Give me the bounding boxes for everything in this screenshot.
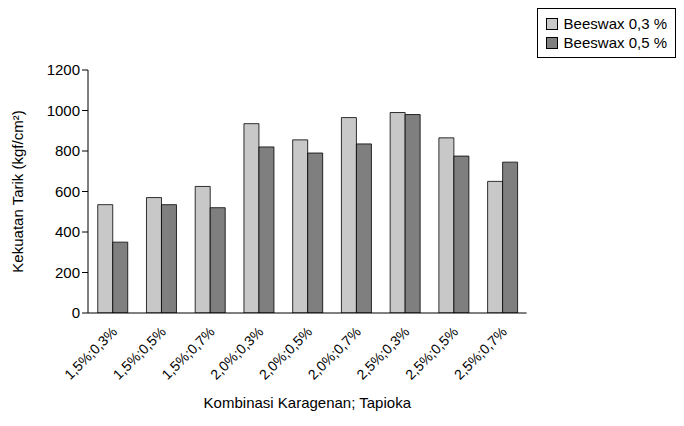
- svg-text:2,0%;0,5%: 2,0%;0,5%: [255, 323, 316, 383]
- svg-text:0: 0: [72, 304, 80, 321]
- svg-text:Kombinasi Karagenan; Tapioka: Kombinasi Karagenan; Tapioka: [204, 394, 412, 411]
- svg-text:1000: 1000: [47, 102, 80, 119]
- svg-text:600: 600: [55, 183, 80, 200]
- svg-text:1200: 1200: [47, 61, 80, 78]
- svg-text:400: 400: [55, 223, 80, 240]
- svg-text:200: 200: [55, 264, 80, 281]
- svg-text:1,5%;0,5%: 1,5%;0,5%: [109, 323, 169, 383]
- html-text:Beeswax 0,3 %: Beeswax 0,3 %: [563, 15, 667, 32]
- svg-text:Kekuatan Tarik (kgf/cm²): Kekuatan Tarik (kgf/cm²): [9, 110, 26, 272]
- svg-text:2,0%;0,7%: 2,0%;0,7%: [304, 323, 364, 383]
- svg-text:2,5%;0,7%: 2,5%;0,7%: [451, 323, 510, 382]
- svg-text:1,5%;0,7%: 1,5%;0,7%: [158, 323, 218, 383]
- svg-text:2,5%;0,3%: 2,5%;0,3%: [353, 323, 413, 383]
- svg-text:1,5%;0,3%: 1,5%;0,3%: [60, 323, 121, 383]
- html-text:Beeswax 0,5 %: Beeswax 0,5 %: [563, 34, 667, 51]
- svg-text:2,5%;0,5%: 2,5%;0,5%: [402, 323, 462, 383]
- svg-text:800: 800: [55, 142, 80, 159]
- svg-text:2,0%;0,3%: 2,0%;0,3%: [207, 323, 267, 383]
